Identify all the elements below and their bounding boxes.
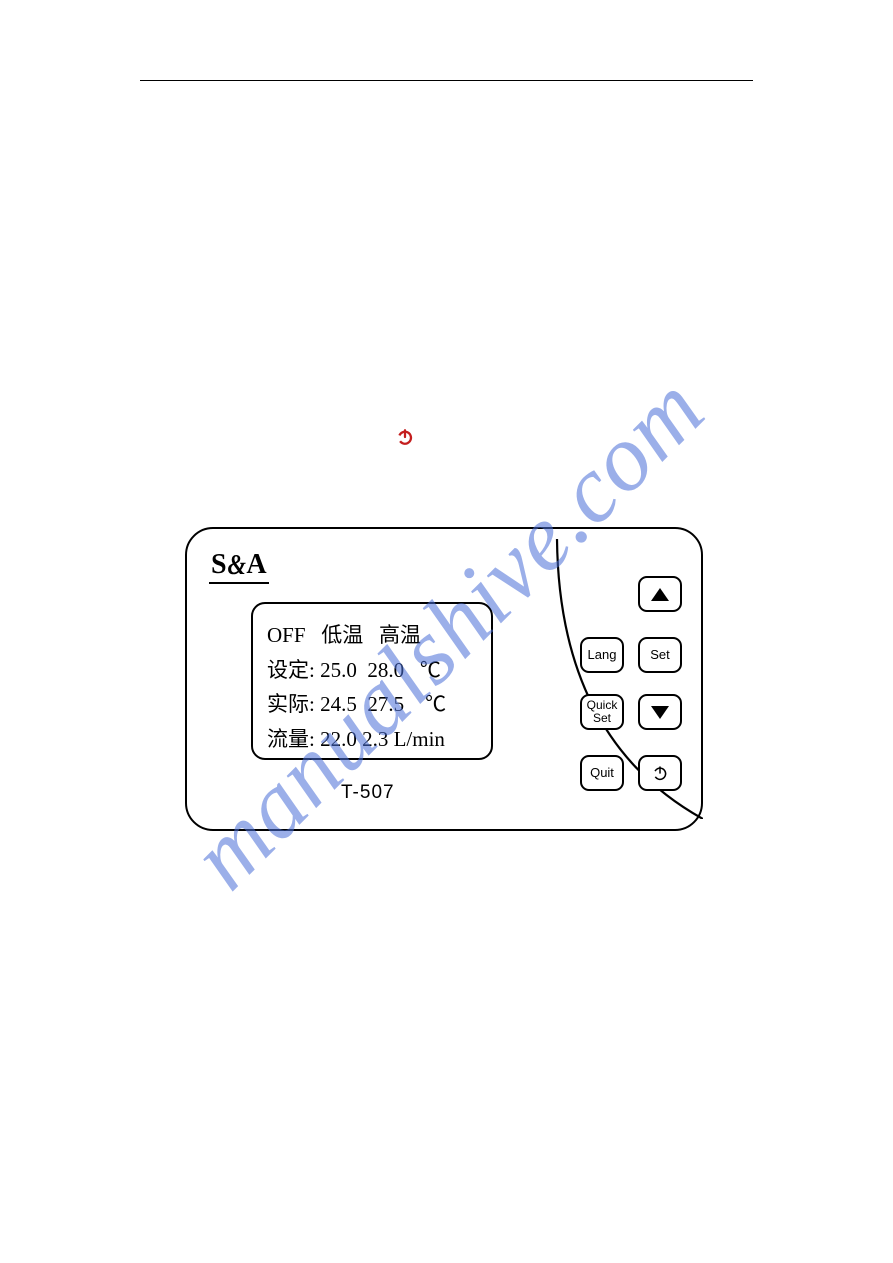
lcd-actual-unit: ℃ — [425, 692, 446, 716]
power-button[interactable] — [638, 755, 682, 791]
lcd-set-low: 25.0 — [320, 658, 357, 682]
lang-button-label: Lang — [588, 648, 617, 662]
brand-underline — [209, 582, 269, 584]
controller-panel: S&A OFF 低温 高温 设定: 25.0 28.0 ℃ 实际: 24.5 2… — [185, 527, 703, 831]
up-arrow-icon — [651, 588, 669, 601]
quit-button-label: Quit — [590, 766, 614, 780]
model-label: T-507 — [341, 782, 395, 804]
lcd-header-row: OFF 低温 高温 — [267, 618, 477, 653]
lcd-flow-high: 2.3 — [362, 727, 388, 751]
quick-set-button[interactable]: QuickSet — [580, 694, 624, 730]
lcd-actual-high: 27.5 — [367, 692, 404, 716]
brand-amp: & — [227, 552, 245, 580]
power-button-icon — [651, 764, 669, 782]
top-horizontal-rule — [140, 80, 753, 81]
quit-button[interactable]: Quit — [580, 755, 624, 791]
lcd-set-label: 设定: — [267, 658, 315, 682]
power-icon — [396, 428, 414, 446]
lcd-actual-low: 24.5 — [320, 692, 357, 716]
lcd-set-unit: ℃ — [420, 658, 441, 682]
lcd-status: OFF — [267, 623, 306, 647]
lcd-flow-low: 22.0 — [320, 727, 357, 751]
down-button[interactable] — [638, 694, 682, 730]
up-button[interactable] — [638, 576, 682, 612]
lcd-col-low: 低温 — [321, 623, 363, 647]
brand-logo: S&A — [211, 551, 266, 579]
lcd-set-row: 设定: 25.0 28.0 ℃ — [267, 653, 477, 688]
lcd-flow-row: 流量: 22.0 2.3 L/min — [267, 722, 477, 757]
quick-set-button-label: QuickSet — [587, 699, 618, 724]
lang-button[interactable]: Lang — [580, 637, 624, 673]
brand-a: A — [246, 549, 265, 580]
lcd-actual-label: 实际: — [267, 692, 315, 716]
set-button-label: Set — [650, 648, 670, 662]
down-arrow-icon — [651, 706, 669, 719]
lcd-flow-unit: L/min — [394, 727, 445, 751]
lcd-set-high: 28.0 — [367, 658, 404, 682]
lcd-screen: OFF 低温 高温 设定: 25.0 28.0 ℃ 实际: 24.5 27.5 … — [251, 602, 493, 760]
lcd-actual-row: 实际: 24.5 27.5 ℃ — [267, 687, 477, 722]
set-button[interactable]: Set — [638, 637, 682, 673]
lcd-flow-label: 流量: — [267, 727, 315, 751]
brand-s: S — [211, 549, 226, 580]
lcd-col-high: 高温 — [379, 623, 421, 647]
